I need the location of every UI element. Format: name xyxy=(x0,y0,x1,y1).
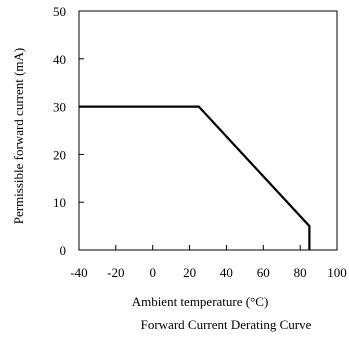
x-tick-label: 80 xyxy=(294,265,307,280)
x-tick-labels: -40 -20 0 20 40 60 80 100 xyxy=(70,265,346,280)
x-tick-label: 20 xyxy=(183,265,196,280)
y-tick-label: 40 xyxy=(53,52,66,67)
y-tick-label: 50 xyxy=(53,4,66,19)
y-tick-label: 10 xyxy=(53,195,66,210)
plot-frame xyxy=(78,10,338,251)
series-line-0 xyxy=(79,105,311,250)
x-tick-label: 40 xyxy=(220,265,233,280)
x-tick-label: 60 xyxy=(257,265,270,280)
y-tick-label: 0 xyxy=(60,243,67,258)
x-tick-label: 0 xyxy=(149,265,156,280)
y-axis-label: Permissible forward current (mA) xyxy=(11,48,26,225)
y-tick-label: 30 xyxy=(53,100,66,115)
x-axis-label: Ambient temperature (°C) xyxy=(132,294,269,309)
chart-title: Forward Current Derating Curve xyxy=(141,317,312,332)
y-tick-labels: 0 10 20 30 40 50 xyxy=(53,4,66,258)
series-layer xyxy=(79,105,311,250)
x-tick-label: -40 xyxy=(70,265,87,280)
y-tick-label: 20 xyxy=(53,147,66,162)
x-tick-label: 100 xyxy=(327,265,347,280)
x-tick-label: -20 xyxy=(107,265,124,280)
